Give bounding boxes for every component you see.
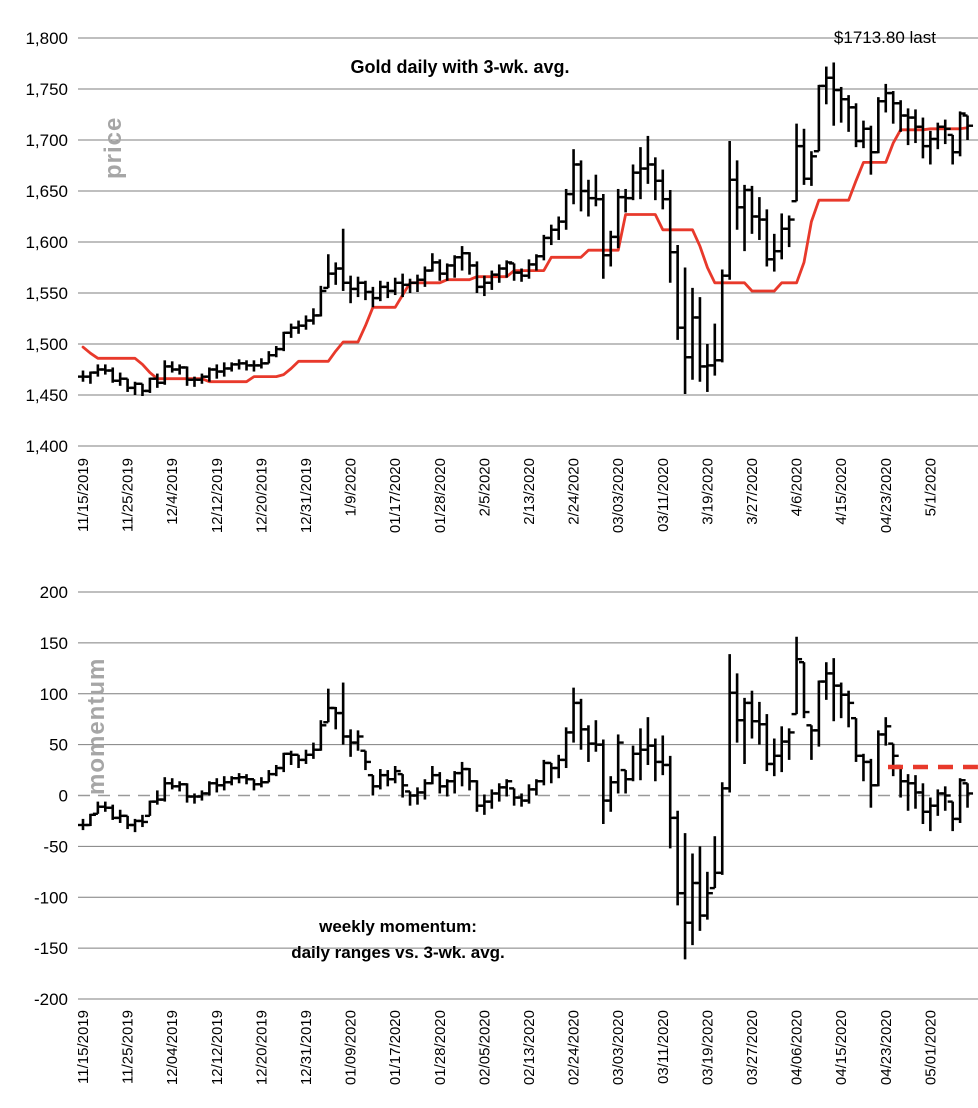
svg-text:01/28/2020: 01/28/2020 bbox=[432, 1010, 449, 1085]
svg-text:02/24/2020: 02/24/2020 bbox=[566, 1010, 583, 1085]
svg-text:03/27/2020: 03/27/2020 bbox=[744, 1010, 761, 1085]
svg-text:5/1/2020: 5/1/2020 bbox=[922, 458, 939, 516]
svg-text:200: 200 bbox=[40, 583, 68, 602]
svg-text:2/24/2020: 2/24/2020 bbox=[566, 458, 583, 525]
svg-text:11/25/2019: 11/25/2019 bbox=[120, 1010, 137, 1084]
svg-text:11/25/2019: 11/25/2019 bbox=[120, 458, 137, 532]
svg-text:02/13/2020: 02/13/2020 bbox=[521, 1010, 538, 1085]
svg-text:05/01/2020: 05/01/2020 bbox=[922, 1010, 939, 1085]
price-axis-label: price bbox=[100, 116, 127, 179]
svg-text:3/19/2020: 3/19/2020 bbox=[699, 458, 716, 525]
svg-text:1,750: 1,750 bbox=[25, 80, 68, 99]
svg-text:04/15/2020: 04/15/2020 bbox=[833, 1010, 850, 1085]
momentum-chart-title-line1: weekly momentum: bbox=[319, 917, 477, 936]
price-x-date-labels: 11/15/2019 11/25/2019 12/4/2019 12/12/2019 1… bbox=[75, 458, 939, 533]
momentum-y-tick-labels: 200 150 100 50 0 -50 -100 -150 -200 bbox=[34, 583, 68, 1009]
momentum-x-date-labels: 11/15/2019 11/25/2019 12/04/2019 12/12/2019… bbox=[75, 1010, 939, 1085]
svg-text:-200: -200 bbox=[34, 990, 68, 1009]
svg-text:1,450: 1,450 bbox=[25, 386, 68, 405]
momentum-axis-label: momentum bbox=[83, 657, 110, 795]
svg-text:01/09/2020: 01/09/2020 bbox=[343, 1010, 360, 1085]
svg-text:03/03/2020: 03/03/2020 bbox=[610, 458, 627, 533]
svg-text:12/4/2019: 12/4/2019 bbox=[164, 458, 181, 525]
svg-text:12/31/2019: 12/31/2019 bbox=[298, 458, 315, 533]
svg-text:11/15/2019: 11/15/2019 bbox=[75, 1010, 92, 1084]
svg-text:12/20/2019: 12/20/2019 bbox=[253, 458, 270, 533]
svg-text:150: 150 bbox=[40, 634, 68, 653]
svg-text:1,550: 1,550 bbox=[25, 284, 68, 303]
svg-text:1/9/2020: 1/9/2020 bbox=[343, 458, 360, 516]
price-3wk-avg-line bbox=[81, 126, 969, 384]
svg-text:50: 50 bbox=[49, 736, 68, 755]
price-daily-bars bbox=[78, 62, 974, 397]
svg-text:12/04/2019: 12/04/2019 bbox=[164, 1010, 181, 1085]
price-y-tick-labels: 1,800 1,750 1,700 1,650 1,600 1,550 1,500 1,450… bbox=[25, 29, 68, 456]
svg-text:12/12/2019: 12/12/2019 bbox=[209, 458, 226, 533]
svg-text:03/11/2020: 03/11/2020 bbox=[655, 1010, 672, 1084]
svg-text:04/23/2020: 04/23/2020 bbox=[878, 458, 895, 533]
svg-text:-100: -100 bbox=[34, 888, 68, 907]
svg-text:12/20/2019: 12/20/2019 bbox=[253, 1010, 270, 1085]
price-gridlines bbox=[78, 37, 978, 447]
svg-text:12/31/2019: 12/31/2019 bbox=[298, 1010, 315, 1085]
svg-text:3/27/2020: 3/27/2020 bbox=[744, 458, 761, 525]
svg-text:0: 0 bbox=[59, 787, 68, 806]
svg-text:01/17/2020: 01/17/2020 bbox=[387, 1010, 404, 1085]
svg-text:1,400: 1,400 bbox=[25, 437, 68, 456]
svg-text:-50: -50 bbox=[43, 837, 68, 856]
svg-text:01/28/2020: 01/28/2020 bbox=[432, 458, 449, 533]
svg-text:2/5/2020: 2/5/2020 bbox=[476, 458, 493, 516]
svg-text:1,650: 1,650 bbox=[25, 182, 68, 201]
svg-text:01/17/2020: 01/17/2020 bbox=[387, 458, 404, 533]
momentum-daily-bars bbox=[78, 636, 974, 960]
price-chart-title: Gold daily with 3-wk. avg. bbox=[350, 57, 570, 77]
last-price-annotation: $1713.80 last bbox=[833, 28, 936, 47]
svg-text:11/15/2019: 11/15/2019 bbox=[75, 458, 92, 532]
svg-text:03/03/2020: 03/03/2020 bbox=[610, 1010, 627, 1085]
svg-text:1,500: 1,500 bbox=[25, 335, 68, 354]
svg-text:-150: -150 bbox=[34, 939, 68, 958]
svg-text:4/15/2020: 4/15/2020 bbox=[833, 458, 850, 525]
svg-text:100: 100 bbox=[40, 685, 68, 704]
svg-text:1,800: 1,800 bbox=[25, 29, 68, 48]
svg-text:1,700: 1,700 bbox=[25, 131, 68, 150]
svg-text:03/19/2020: 03/19/2020 bbox=[699, 1010, 716, 1085]
svg-text:03/11/2020: 03/11/2020 bbox=[655, 458, 672, 532]
svg-text:04/06/2020: 04/06/2020 bbox=[789, 1010, 806, 1085]
svg-text:1,600: 1,600 bbox=[25, 233, 68, 252]
svg-text:4/6/2020: 4/6/2020 bbox=[789, 458, 806, 516]
svg-text:04/23/2020: 04/23/2020 bbox=[878, 1010, 895, 1085]
svg-text:12/12/2019: 12/12/2019 bbox=[209, 1010, 226, 1085]
momentum-chart-title-line2: daily ranges vs. 3-wk. avg. bbox=[291, 943, 505, 962]
svg-text:02/05/2020: 02/05/2020 bbox=[476, 1010, 493, 1085]
svg-text:2/13/2020: 2/13/2020 bbox=[521, 458, 538, 525]
